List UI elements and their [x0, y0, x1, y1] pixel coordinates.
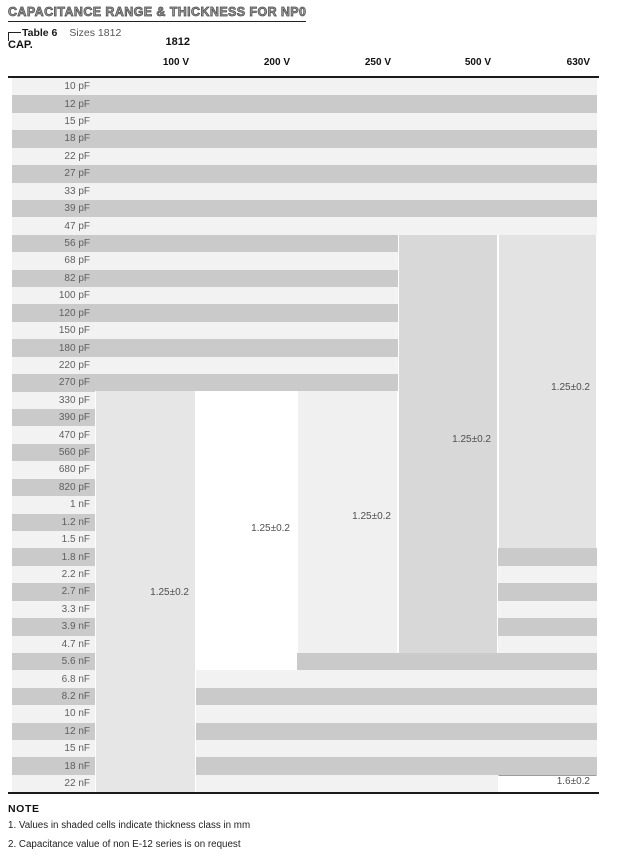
- table-row: 47 pF: [12, 217, 597, 235]
- table-row: 33 pF: [12, 182, 597, 200]
- capacitance-row-label: 5.6 nF: [61, 656, 90, 668]
- capacitance-row-label: 18 nF: [64, 760, 90, 772]
- capacitance-row-label: 820 pF: [58, 481, 90, 493]
- capacitance-row-label: 15 nF: [64, 743, 90, 755]
- capacitance-row-label: 560 pF: [58, 447, 90, 459]
- capacitance-row-label: 47 pF: [64, 220, 90, 232]
- table-row: 22 pF: [12, 147, 597, 166]
- capacitance-row-label: 10 nF: [64, 708, 90, 720]
- thickness-value-100v: 1.25±0.2: [150, 587, 189, 599]
- thickness-value-500v: 1.25±0.2: [452, 434, 491, 446]
- capacitance-row-label: 15 pF: [64, 116, 90, 128]
- thickness-value-200v: 1.25±0.2: [251, 523, 290, 535]
- capacitance-row-label: 12 pF: [64, 98, 90, 110]
- table-row: 15 pF: [12, 112, 597, 131]
- table-row: 10 pF: [12, 78, 597, 96]
- capacitance-row-label: 4.7 nF: [61, 638, 90, 650]
- capacitance-row-label: 220 pF: [58, 359, 90, 371]
- capacitance-row-label: 56 pF: [64, 238, 90, 249]
- voltage-column-header: 100 V: [162, 57, 189, 68]
- capacitance-row-label: 680 pF: [58, 464, 90, 476]
- table-label: Table 6: [22, 27, 58, 39]
- capacitance-row-label: 100 pF: [58, 290, 90, 302]
- capacitance-row-label: 8.2 nF: [61, 690, 90, 702]
- table-bottom-rule: [8, 792, 599, 794]
- size-code-header: 1812: [165, 36, 190, 48]
- capacitance-row-label: 6.8 nF: [61, 673, 90, 685]
- note-line-1: 1. Values in shaded cells indicate thick…: [8, 820, 251, 831]
- capacitance-row-label: 27 pF: [64, 168, 90, 180]
- thickness-value-250v: 1.25±0.2: [352, 510, 391, 522]
- capacitance-row-label: 10 pF: [64, 81, 90, 93]
- capacitance-row-label: 1.5 nF: [61, 534, 90, 546]
- thickness-band-100v: [95, 391, 196, 792]
- capacitance-row-label: 270 pF: [58, 377, 90, 389]
- header-rule: [8, 76, 599, 78]
- table-sizes-label: Sizes 1812: [69, 27, 122, 39]
- capacitance-row-label: 39 pF: [64, 203, 90, 215]
- capacitance-row-label: 12 nF: [64, 725, 90, 737]
- thickness-value-630v: 1.25±0.2: [551, 381, 590, 393]
- capacitance-row-label: 3.9 nF: [61, 621, 90, 633]
- capacitance-row-label: 120 pF: [58, 307, 90, 319]
- table-row: 12 pF: [12, 95, 597, 113]
- table-ref-bracket-icon: [8, 31, 21, 41]
- voltage-column-header: 200 V: [263, 57, 290, 68]
- capacitance-row-label: 2.7 nF: [61, 586, 90, 598]
- voltage-column-header: 500 V: [464, 57, 491, 68]
- thickness-band-250v: [297, 391, 398, 653]
- thickness-band-630v: [498, 234, 597, 549]
- voltage-column-header: 630V: [566, 57, 590, 68]
- capacitance-row-label: 3.3 nF: [61, 603, 90, 615]
- capacitance-row-label: 1.8 nF: [61, 551, 90, 563]
- capacitance-row-label: 68 pF: [64, 255, 90, 267]
- thickness-band-500v: [398, 234, 498, 653]
- capacitance-row-label: 150 pF: [58, 325, 90, 337]
- page-title: CAPACITANCE RANGE & THICKNESS FOR NP0: [8, 5, 307, 22]
- capacitance-row-label: 22 pF: [64, 150, 90, 162]
- capacitance-row-label: 2.2 nF: [61, 569, 90, 581]
- thickness-band-200v: [196, 391, 297, 671]
- thickness-value-630v-22nf: 1.6±0.2: [556, 776, 590, 788]
- capacitance-row-label: 1 nF: [69, 499, 90, 511]
- capacitance-table: 10 pF 12 pF 15 pF 18 pF 22 pF 27 pF 33 pF 39 pF…: [12, 78, 597, 793]
- capacitance-row-label: 33 pF: [64, 185, 90, 197]
- voltage-column-header: 250 V: [364, 57, 391, 68]
- capacitance-row-label: 1.2 nF: [61, 516, 90, 528]
- capacitance-row-label: 18 pF: [64, 133, 90, 145]
- note-title: NOTE: [8, 803, 40, 815]
- table-caption: Table 6 Sizes 1812: [8, 27, 122, 41]
- table-row: 39 pF: [12, 199, 597, 218]
- cap-column-header: CAP.: [8, 39, 33, 51]
- capacitance-row-label: 82 pF: [64, 272, 90, 284]
- capacitance-row-label: 180 pF: [58, 342, 90, 354]
- voltage-header-row: 100 V 200 V 250 V 500 V 630V: [12, 57, 597, 71]
- table-row: 27 pF: [12, 165, 597, 183]
- capacitance-row-label: 470 pF: [58, 429, 90, 441]
- note-line-2: 2. Capacitance value of non E-12 series …: [8, 839, 241, 850]
- capacitance-row-label: 390 pF: [58, 412, 90, 424]
- capacitance-row-label: 330 pF: [58, 394, 90, 406]
- capacitance-row-label: 22 nF: [64, 778, 90, 790]
- table-row: 18 pF: [12, 130, 597, 148]
- thickness-band-630v-22nf: [498, 774, 597, 792]
